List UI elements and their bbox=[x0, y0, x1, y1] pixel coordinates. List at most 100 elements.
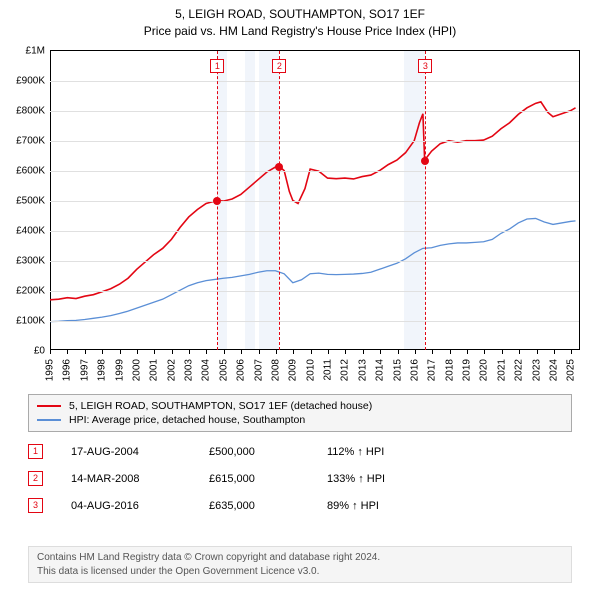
event-number-box: 3 bbox=[28, 498, 43, 513]
x-tick-label: 2001 bbox=[149, 359, 160, 381]
event-row: 304-AUG-2016£635,00089% ↑ HPI bbox=[28, 492, 572, 519]
x-tick bbox=[137, 350, 138, 354]
x-tick-label: 1999 bbox=[114, 359, 125, 381]
event-hpi: 89% ↑ HPI bbox=[327, 500, 379, 512]
gridline bbox=[50, 321, 579, 322]
x-tick bbox=[50, 350, 51, 354]
event-row: 117-AUG-2004£500,000112% ↑ HPI bbox=[28, 438, 572, 465]
event-line bbox=[279, 51, 280, 350]
plot-area: £0£100K£200K£300K£400K£500K£600K£700K£80… bbox=[50, 50, 580, 350]
x-tick bbox=[85, 350, 86, 354]
x-tick bbox=[311, 350, 312, 354]
event-price: £635,000 bbox=[209, 500, 299, 512]
x-tick bbox=[398, 350, 399, 354]
events-table: 117-AUG-2004£500,000112% ↑ HPI214-MAR-20… bbox=[28, 438, 572, 519]
event-price: £500,000 bbox=[209, 446, 299, 458]
x-tick-label: 1996 bbox=[62, 359, 73, 381]
x-tick-label: 2019 bbox=[462, 359, 473, 381]
x-tick-label: 2002 bbox=[166, 359, 177, 381]
x-tick bbox=[241, 350, 242, 354]
event-line bbox=[425, 51, 426, 350]
x-tick-label: 2004 bbox=[201, 359, 212, 381]
legend-row: 5, LEIGH ROAD, SOUTHAMPTON, SO17 1EF (de… bbox=[37, 399, 563, 413]
event-marker: 2 bbox=[272, 59, 286, 73]
x-tick bbox=[467, 350, 468, 354]
gridline bbox=[50, 81, 579, 82]
title-line-1: 5, LEIGH ROAD, SOUTHAMPTON, SO17 1EF bbox=[0, 6, 600, 23]
x-tick-label: 2025 bbox=[566, 359, 577, 381]
x-tick-label: 2005 bbox=[218, 359, 229, 381]
y-tick-label: £100K bbox=[5, 316, 45, 327]
y-tick-label: £700K bbox=[5, 136, 45, 147]
x-tick bbox=[432, 350, 433, 354]
legend-swatch bbox=[37, 419, 61, 421]
event-hpi: 112% ↑ HPI bbox=[327, 446, 384, 458]
attribution-line-1: Contains HM Land Registry data © Crown c… bbox=[37, 551, 563, 565]
x-tick bbox=[571, 350, 572, 354]
x-tick-label: 2016 bbox=[409, 359, 420, 381]
x-tick-label: 2013 bbox=[357, 359, 368, 381]
x-tick-label: 2024 bbox=[548, 359, 559, 381]
x-tick bbox=[554, 350, 555, 354]
event-date: 17-AUG-2004 bbox=[71, 446, 181, 458]
x-tick-label: 2003 bbox=[184, 359, 195, 381]
x-tick-label: 2012 bbox=[340, 359, 351, 381]
gridline bbox=[50, 291, 579, 292]
attribution-box: Contains HM Land Registry data © Crown c… bbox=[28, 546, 572, 583]
gridline bbox=[50, 141, 579, 142]
legend-swatch bbox=[37, 405, 61, 407]
legend-label: HPI: Average price, detached house, Sout… bbox=[69, 414, 305, 426]
x-tick bbox=[345, 350, 346, 354]
attribution-line-2: This data is licensed under the Open Gov… bbox=[37, 565, 563, 579]
x-tick-label: 1998 bbox=[97, 359, 108, 381]
series-line-hpi bbox=[50, 218, 576, 321]
legend-label: 5, LEIGH ROAD, SOUTHAMPTON, SO17 1EF (de… bbox=[69, 400, 372, 412]
x-tick bbox=[172, 350, 173, 354]
price-point-marker bbox=[213, 197, 221, 205]
event-marker: 1 bbox=[210, 59, 224, 73]
x-tick-label: 2015 bbox=[392, 359, 403, 381]
chart-container: 5, LEIGH ROAD, SOUTHAMPTON, SO17 1EF Pri… bbox=[0, 0, 600, 590]
x-tick bbox=[224, 350, 225, 354]
x-tick bbox=[415, 350, 416, 354]
chart-title: 5, LEIGH ROAD, SOUTHAMPTON, SO17 1EF Pri… bbox=[0, 0, 600, 40]
event-date: 14-MAR-2008 bbox=[71, 473, 181, 485]
event-price: £615,000 bbox=[209, 473, 299, 485]
x-tick bbox=[102, 350, 103, 354]
x-tick bbox=[380, 350, 381, 354]
x-tick bbox=[519, 350, 520, 354]
x-tick-label: 2000 bbox=[131, 359, 142, 381]
x-tick bbox=[154, 350, 155, 354]
gridline bbox=[50, 231, 579, 232]
gridline bbox=[50, 111, 579, 112]
event-row: 214-MAR-2008£615,000133% ↑ HPI bbox=[28, 465, 572, 492]
x-tick-label: 2008 bbox=[270, 359, 281, 381]
y-tick-label: £200K bbox=[5, 286, 45, 297]
price-point-marker bbox=[275, 163, 283, 171]
gridline bbox=[50, 171, 579, 172]
event-hpi: 133% ↑ HPI bbox=[327, 473, 385, 485]
y-tick-label: £0 bbox=[5, 346, 45, 357]
y-tick-label: £600K bbox=[5, 166, 45, 177]
x-tick-label: 2018 bbox=[444, 359, 455, 381]
x-tick bbox=[206, 350, 207, 354]
x-tick-label: 2010 bbox=[305, 359, 316, 381]
x-tick bbox=[450, 350, 451, 354]
x-tick bbox=[502, 350, 503, 354]
y-tick-label: £500K bbox=[5, 196, 45, 207]
event-marker: 3 bbox=[418, 59, 432, 73]
x-tick-label: 2022 bbox=[514, 359, 525, 381]
x-tick bbox=[363, 350, 364, 354]
x-tick-label: 1995 bbox=[45, 359, 56, 381]
x-tick bbox=[328, 350, 329, 354]
x-tick bbox=[484, 350, 485, 354]
x-tick bbox=[276, 350, 277, 354]
x-tick-label: 2014 bbox=[375, 359, 386, 381]
x-tick-label: 1997 bbox=[79, 359, 90, 381]
x-tick-label: 2017 bbox=[427, 359, 438, 381]
price-point-marker bbox=[421, 157, 429, 165]
x-tick bbox=[120, 350, 121, 354]
x-tick-label: 2021 bbox=[496, 359, 507, 381]
gridline bbox=[50, 201, 579, 202]
y-tick-label: £300K bbox=[5, 256, 45, 267]
